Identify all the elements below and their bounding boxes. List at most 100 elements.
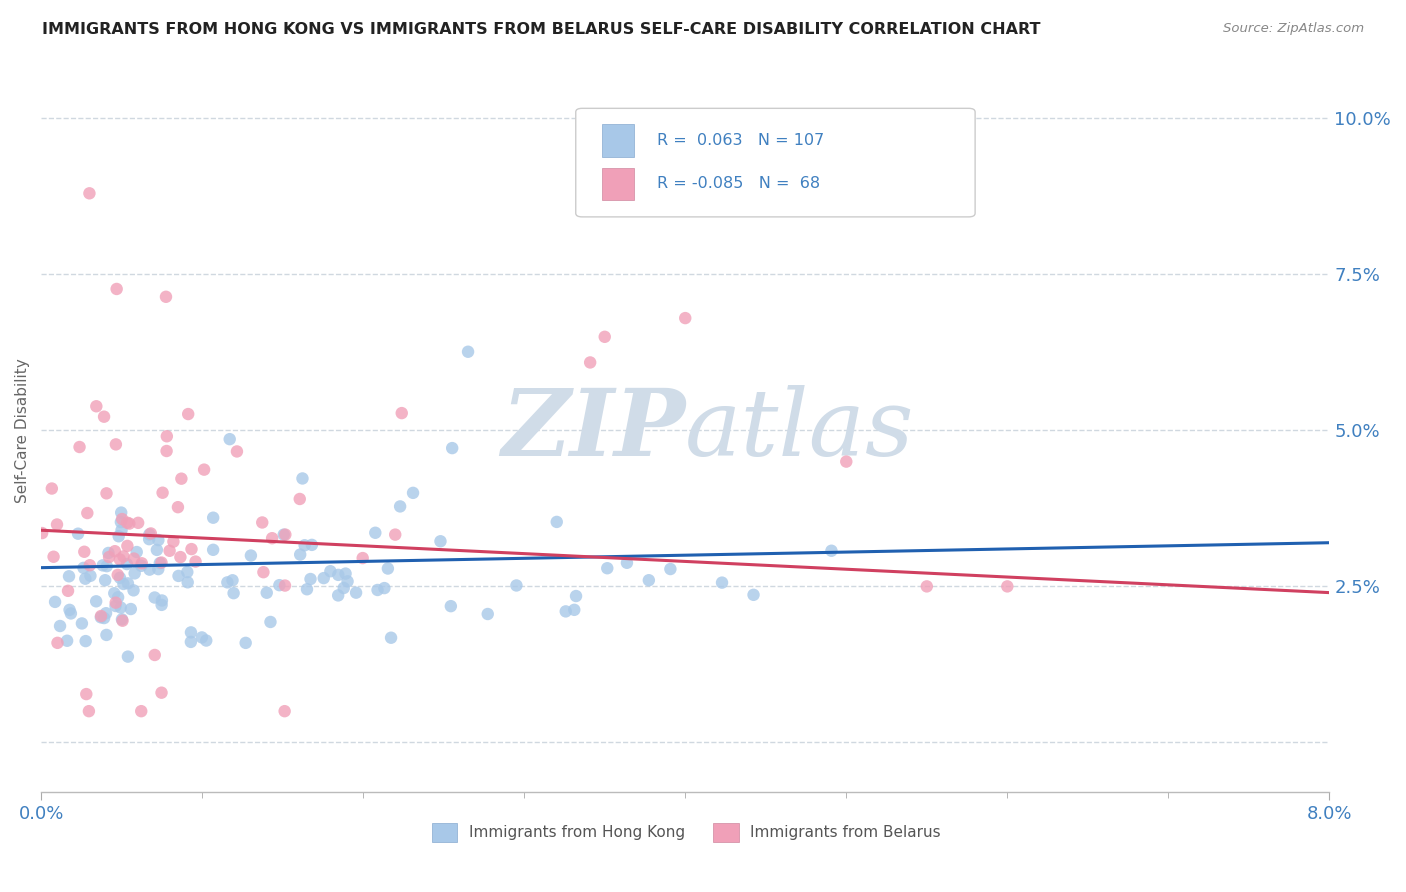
Point (235, 636, 257, 650)
FancyBboxPatch shape (602, 168, 634, 200)
Point (107, 568, 129, 582)
Point (129, 704, 152, 718)
Text: ZIP: ZIP (501, 385, 685, 475)
Point (69, 440, 91, 454)
Point (110, 515, 132, 529)
Point (111, 512, 134, 526)
Point (332, 581, 354, 595)
Point (274, 527, 297, 541)
Point (46, 636, 69, 650)
Point (202, 542, 225, 557)
Point (155, 444, 177, 458)
Point (505, 578, 527, 592)
Point (42, 549, 65, 564)
Point (110, 523, 132, 537)
Point (457, 344, 479, 359)
Point (335, 566, 357, 581)
Point (221, 574, 243, 588)
Point (294, 538, 316, 552)
Point (344, 585, 367, 599)
Point (94, 573, 117, 587)
Point (72, 561, 94, 575)
Point (107, 529, 129, 543)
Point (104, 544, 127, 558)
Text: IMMIGRANTS FROM HONG KONG VS IMMIGRANTS FROM BELARUS SELF-CARE DISABILITY CORREL: IMMIGRANTS FROM HONG KONG VS IMMIGRANTS … (42, 22, 1040, 37)
Point (143, 648, 166, 662)
Point (76, 506, 98, 520)
Point (98, 549, 121, 564)
Point (193, 462, 215, 476)
Point (167, 500, 190, 515)
Point (146, 542, 169, 557)
Point (673, 311, 696, 326)
Point (104, 599, 127, 613)
Point (440, 599, 463, 614)
Point (96, 486, 118, 500)
Point (170, 472, 193, 486)
Point (367, 582, 389, 597)
Point (169, 550, 191, 565)
Text: atlas: atlas (685, 385, 915, 475)
Point (336, 574, 359, 589)
Point (637, 573, 659, 587)
Point (546, 515, 568, 529)
Point (122, 583, 145, 598)
Point (441, 441, 464, 455)
Point (93, 611, 115, 625)
Point (152, 485, 174, 500)
Point (79, 558, 101, 573)
Point (70, 616, 93, 631)
Point (262, 531, 284, 545)
Point (118, 516, 141, 531)
Point (94, 606, 117, 620)
Point (107, 591, 129, 605)
Point (96, 628, 118, 642)
Point (131, 556, 153, 570)
Point (117, 576, 139, 591)
Point (319, 564, 342, 578)
Point (90, 610, 112, 624)
Point (150, 686, 173, 700)
Point (180, 625, 202, 640)
Point (93, 409, 115, 424)
Point (328, 588, 350, 602)
Point (217, 575, 239, 590)
Point (274, 578, 297, 592)
Point (91, 558, 114, 573)
Text: Immigrants from Hong Kong: Immigrants from Hong Kong (468, 825, 685, 840)
Text: Immigrants from Belarus: Immigrants from Belarus (749, 825, 941, 840)
Point (835, 454, 858, 468)
Point (328, 567, 350, 582)
Point (167, 569, 190, 583)
Point (117, 539, 139, 553)
Point (79, 569, 101, 583)
Point (711, 575, 734, 590)
Point (110, 506, 132, 520)
Point (111, 614, 134, 628)
Point (75, 572, 97, 586)
Point (56, 633, 79, 648)
Point (125, 545, 148, 559)
Point (56, 583, 79, 598)
Point (565, 589, 588, 603)
FancyBboxPatch shape (602, 124, 634, 157)
Point (162, 534, 184, 549)
Point (554, 604, 576, 618)
Point (176, 575, 198, 590)
Point (44, 595, 66, 609)
Point (104, 596, 127, 610)
Point (46, 517, 69, 532)
Point (273, 704, 295, 718)
Point (593, 330, 616, 344)
Point (129, 558, 152, 573)
Point (742, 588, 765, 602)
Text: Source: ZipAtlas.com: Source: ZipAtlas.com (1223, 22, 1364, 36)
Point (273, 527, 295, 541)
Point (148, 533, 170, 547)
Point (122, 551, 145, 566)
Point (143, 591, 166, 605)
Point (77, 704, 100, 718)
Point (377, 561, 399, 575)
Point (150, 593, 173, 607)
Point (299, 572, 322, 586)
